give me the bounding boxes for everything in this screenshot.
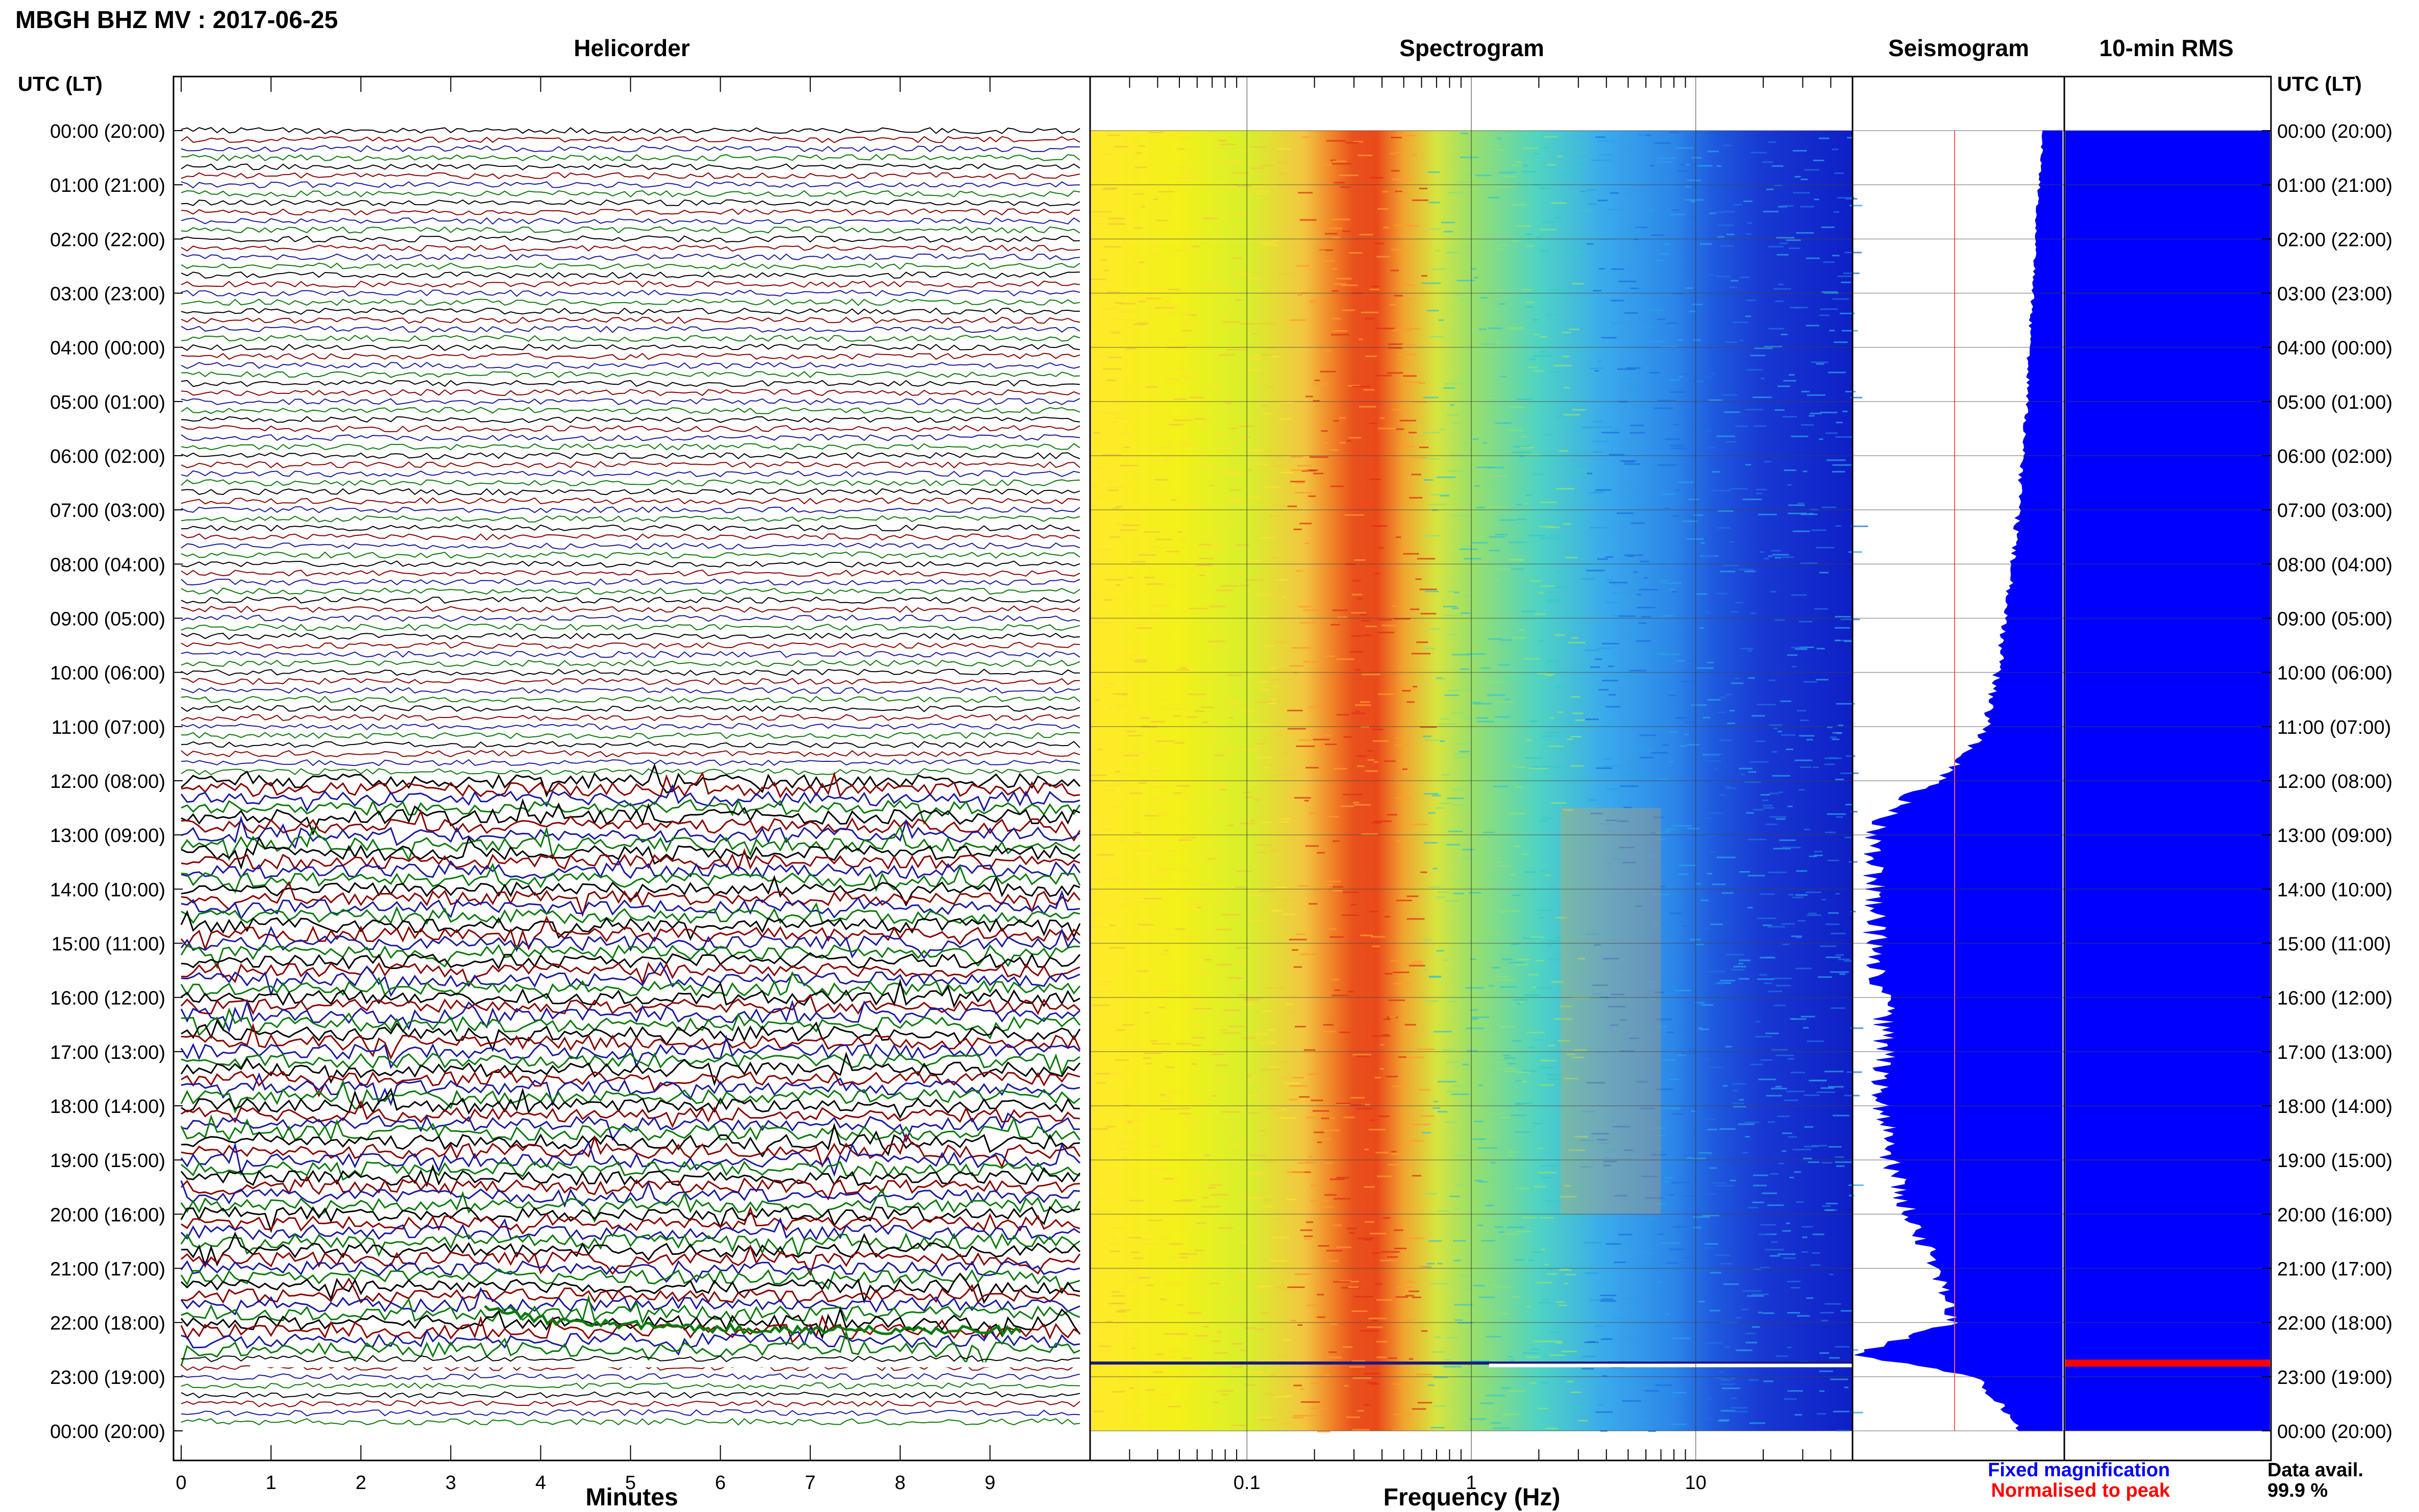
time-label-left: 09:00 (05:00)	[50, 609, 165, 630]
time-label-left: 03:00 (23:00)	[50, 284, 165, 305]
minute-tick-label: 2	[356, 1472, 366, 1494]
time-label-left: 05:00 (01:00)	[50, 392, 165, 413]
time-label-left: 15:00 (11:00)	[52, 934, 165, 955]
time-label-left: 11:00 (07:00)	[52, 717, 165, 738]
minute-tick-label: 1	[266, 1472, 277, 1494]
figure-title: MBGH BHZ MV : 2017-06-25	[15, 7, 338, 34]
time-label-left: 01:00 (21:00)	[50, 175, 165, 196]
time-label-right: 12:00 (08:00)	[2277, 771, 2392, 792]
time-label-right: 18:00 (14:00)	[2277, 1096, 2392, 1118]
frequency-tick-label: 0.1	[1233, 1472, 1261, 1494]
time-label-left: 07:00 (03:00)	[50, 500, 165, 522]
time-label-right: 09:00 (05:00)	[2277, 609, 2392, 630]
x-axis-ticks: 0 1 2 3 4 5 6 7 8 9 0.1 1 10	[176, 1472, 1706, 1494]
time-label-right: 16:00 (12:00)	[2277, 988, 2392, 1009]
rms-title: 10-min RMS	[2099, 35, 2233, 61]
time-label-right: 13:00 (09:00)	[2277, 825, 2392, 847]
time-label-left: 20:00 (16:00)	[50, 1204, 165, 1226]
time-label-left: 21:00 (17:00)	[50, 1259, 165, 1280]
time-label-right: 02:00 (22:00)	[2277, 229, 2392, 251]
seismogram-title: Seismogram	[1888, 35, 2029, 61]
time-label-right: 00:00 (20:00)	[2277, 1421, 2392, 1443]
time-label-right: 08:00 (04:00)	[2277, 554, 2392, 576]
minute-tick-label: 9	[984, 1472, 995, 1494]
helicorder-title: Helicorder	[574, 35, 690, 61]
time-label-right: 05:00 (01:00)	[2277, 392, 2392, 413]
time-axis-label-right: UTC (LT)	[2277, 73, 2362, 95]
time-label-right: 06:00 (02:00)	[2277, 446, 2392, 467]
time-label-left: 06:00 (02:00)	[50, 446, 165, 467]
time-label-right: 11:00 (07:00)	[2277, 717, 2391, 738]
time-axis-label-left: UTC (LT)	[18, 73, 103, 95]
time-label-left: 23:00 (19:00)	[50, 1367, 165, 1389]
time-label-left: 14:00 (10:00)	[50, 879, 165, 901]
minute-tick-label: 8	[895, 1472, 905, 1494]
spectrogram-xlabel: Frequency (Hz)	[1384, 1484, 1561, 1511]
time-label-right: 01:00 (21:00)	[2277, 175, 2392, 196]
time-label-right: 10:00 (06:00)	[2277, 663, 2392, 684]
time-label-right: 19:00 (15:00)	[2277, 1150, 2392, 1172]
time-label-right: 17:00 (13:00)	[2277, 1042, 2392, 1063]
normalised-legend: Normalised to peak	[1991, 1480, 2170, 1501]
minute-tick-label: 0	[176, 1472, 186, 1494]
time-label-right: 21:00 (17:00)	[2277, 1259, 2392, 1280]
time-label-left: 10:00 (06:00)	[50, 663, 165, 684]
time-label-left: 00:00 (20:00)	[50, 121, 165, 142]
minute-tick-label: 5	[625, 1472, 636, 1494]
time-label-left: 04:00 (00:00)	[50, 338, 165, 359]
time-label-right: 14:00 (10:00)	[2277, 879, 2392, 901]
time-label-left: 18:00 (14:00)	[50, 1096, 165, 1118]
time-labels: 00:00 (20:00) 00:00 (20:00) 01:00 (21:00) 0…	[50, 121, 2392, 1443]
time-label-right: 03:00 (23:00)	[2277, 284, 2392, 305]
minute-tick-label: 7	[805, 1472, 816, 1494]
panel-frames	[172, 76, 2272, 1461]
data-availability-label: Data avail.	[2267, 1459, 2363, 1481]
time-label-left: 19:00 (15:00)	[50, 1150, 165, 1172]
time-label-right: 07:00 (03:00)	[2277, 500, 2392, 522]
frequency-tick-label: 1	[1466, 1472, 1476, 1494]
time-label-right: 23:00 (19:00)	[2277, 1367, 2392, 1389]
grid-lines	[181, 77, 2271, 1460]
time-label-left: 13:00 (09:00)	[50, 825, 165, 847]
helicorder-xlabel: Minutes	[585, 1484, 678, 1511]
time-label-right: 15:00 (11:00)	[2277, 934, 2391, 955]
time-label-left: 16:00 (12:00)	[50, 988, 165, 1009]
frequency-tick-label: 10	[1685, 1472, 1707, 1494]
time-label-left: 00:00 (20:00)	[50, 1421, 165, 1443]
time-label-left: 12:00 (08:00)	[50, 771, 165, 792]
spectrogram-title: Spectrogram	[1399, 35, 1544, 61]
time-label-left: 08:00 (04:00)	[50, 554, 165, 576]
helicorder-traces	[180, 127, 1081, 1426]
time-label-left: 22:00 (18:00)	[50, 1313, 165, 1334]
minute-tick-label: 4	[535, 1472, 546, 1494]
time-label-left: 02:00 (22:00)	[50, 229, 165, 251]
time-label-left: 17:00 (13:00)	[50, 1042, 165, 1063]
minute-tick-label: 6	[715, 1472, 726, 1494]
time-label-right: 20:00 (16:00)	[2277, 1204, 2392, 1226]
time-label-right: 04:00 (00:00)	[2277, 338, 2392, 359]
time-label-right: 00:00 (20:00)	[2277, 121, 2392, 142]
fixed-magnification-legend: Fixed magnification	[1988, 1459, 2170, 1481]
spectrogram-image	[1090, 131, 1868, 1432]
time-label-right: 22:00 (18:00)	[2277, 1313, 2392, 1334]
data-availability-value: 99.9 %	[2267, 1480, 2328, 1501]
minute-tick-label: 3	[446, 1472, 456, 1494]
